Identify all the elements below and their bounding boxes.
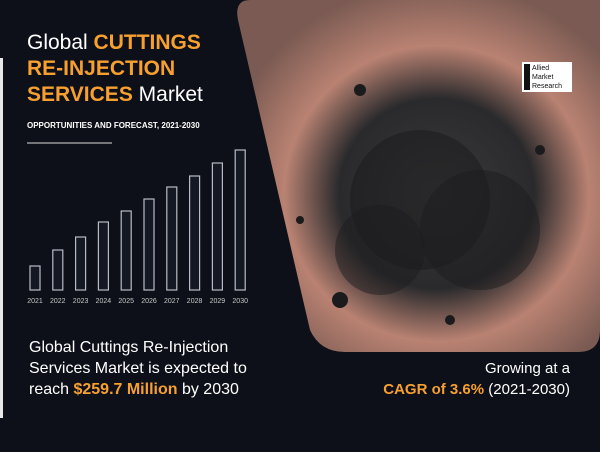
x-tick-label: 2025 [118,298,134,305]
logo-box [522,62,572,92]
edge-strip [0,58,3,418]
title-highlight: CUTTINGS [93,31,201,54]
x-tick-label: 2021 [27,298,43,305]
x-tick-label: 2024 [96,298,112,305]
growth-line: Growing at a [484,360,570,377]
x-tick-label: 2030 [232,298,248,305]
x-tick-label: 2029 [210,298,226,305]
summary-line: reach [29,381,74,398]
summary-line: Services Market is expected to [29,360,247,377]
logo-mark [524,64,530,90]
growth-period: (2021-2030) [488,381,570,398]
summary: Global Cuttings Re-Injection Services Ma… [29,337,247,400]
bar [74,236,87,291]
title-highlight: SERVICES [27,83,133,106]
x-tick-label: 2026 [141,298,157,305]
bar [234,149,246,291]
chart: 2021 2022 2023 2024 2025 2026 2027 2028 2029 2030 [27,149,248,305]
soil-texture [296,84,545,325]
summary-line: by 2030 [177,381,239,398]
x-tick-label: 2022 [50,298,66,305]
growth-highlight: CAGR of 3.6% [383,381,485,398]
logo-text: Allied [532,65,549,72]
x-tick-label: 2027 [164,298,180,305]
title-text: Global [27,31,94,54]
bar [143,198,155,291]
summary-line: Global Cuttings Re-Injection [29,339,229,356]
x-tick-label: 2028 [187,298,203,305]
bar [29,265,41,291]
title: Global CUTTINGS RE-INJECTION SERVICES Ma… [27,30,203,108]
bar [189,175,201,291]
growth: Growing at a CAGR of 3.6% (2021-2030) [383,358,570,400]
subtitle: OPPORTUNITIES AND FORECAST, 2021-2030 [27,121,200,130]
bar [97,221,110,291]
title-highlight: RE-INJECTION [27,57,176,80]
bar [166,186,178,291]
x-tick-label: 2023 [73,298,89,305]
title-text: Market [132,83,203,106]
bar [52,249,64,291]
bar [120,210,132,291]
logo-text: Market [532,74,553,81]
logo-text: Research [532,83,562,90]
summary-highlight: $259.7 Million [73,381,178,398]
bar [211,162,223,291]
